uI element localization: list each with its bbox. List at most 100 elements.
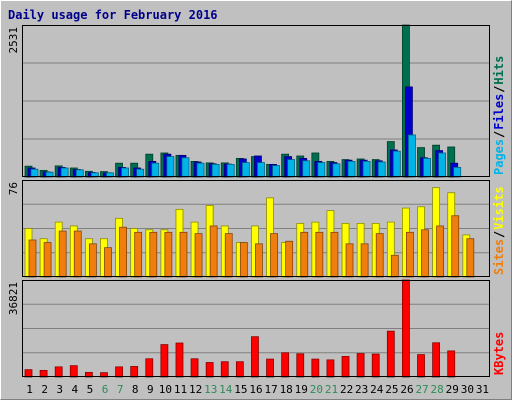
legend-visits: Visits [492, 186, 506, 229]
bar-kbytes-day-18 [281, 352, 290, 378]
bar-sites-day-16 [255, 243, 263, 278]
x-tick-label-day-21: 21 [325, 383, 338, 396]
x-tick-label-day-10: 10 [159, 383, 172, 396]
panel-hits-files-pages-ymax-label: 2531 [7, 27, 20, 54]
bar-pages-day-19 [302, 160, 311, 178]
panel-visits-sites-ymax-label: 76 [7, 182, 20, 195]
bar-pages-day-11 [181, 157, 190, 178]
bar-kbytes-day-14 [220, 361, 229, 378]
x-tick-label-day-27: 27 [415, 383, 428, 396]
bar-kbytes-day-8 [130, 366, 139, 378]
x-tick-label-day-28: 28 [431, 383, 444, 396]
bar-kbytes-day-29 [447, 350, 456, 378]
bar-kbytes-day-28 [432, 342, 441, 378]
bar-kbytes-day-13 [205, 362, 214, 378]
bar-pages-day-24 [377, 161, 386, 178]
x-tick-label-day-16: 16 [249, 383, 262, 396]
panel-visits-sites-border [22, 180, 490, 277]
bar-pages-day-13 [211, 163, 220, 178]
bar-pages-day-16 [257, 162, 265, 178]
bar-pages-day-22 [347, 160, 356, 178]
bar-kbytes-day-4 [69, 365, 78, 378]
x-tick-label-day-13: 13 [204, 383, 217, 396]
panel-kbytes-ymax-label: 36821 [7, 282, 20, 315]
bar-sites-day-3 [58, 230, 67, 278]
bar-pages-day-8 [136, 168, 145, 178]
bar-kbytes-day-3 [54, 366, 63, 378]
x-tick-label-day-24: 24 [370, 383, 384, 396]
bar-pages-day-27 [423, 157, 431, 178]
bar-kbytes-day-21 [326, 359, 335, 378]
bar-sites-day-5 [88, 243, 97, 278]
bar-pages-day-12 [196, 162, 205, 178]
bar-sites-day-19 [300, 231, 309, 278]
x-tick-label-day-26: 26 [400, 383, 413, 396]
bar-sites-day-15 [239, 242, 248, 278]
bar-kbytes-day-25 [386, 330, 395, 378]
bar-kbytes-day-10 [160, 344, 169, 378]
bar-pages-day-26 [408, 134, 416, 178]
bar-kbytes-day-12 [190, 358, 199, 378]
bar-pages-day-29 [453, 166, 462, 178]
x-tick-label-day-31: 31 [476, 383, 489, 396]
bar-pages-day-9 [151, 162, 160, 178]
x-tick-label-day-30: 30 [461, 383, 474, 396]
bar-kbytes-day-20 [311, 358, 320, 378]
legend-separator: / [492, 131, 506, 138]
bar-kbytes-day-19 [296, 353, 305, 378]
bar-sites-day-23 [360, 243, 369, 278]
bar-kbytes-day-11 [175, 342, 184, 378]
bar-pages-day-18 [287, 159, 296, 178]
bar-pages-day-14 [226, 163, 235, 178]
bar-sites-day-20 [315, 231, 324, 278]
bar-sites-day-1 [28, 239, 37, 278]
panel-kbytes-border [22, 280, 490, 377]
bar-kbytes-day-26 [402, 279, 410, 378]
bar-sites-day-8 [134, 231, 143, 278]
legend-sites: Sites [492, 239, 506, 275]
bar-sites-day-30 [466, 238, 475, 278]
bar-sites-day-24 [375, 233, 384, 278]
bar-sites-day-10 [164, 231, 173, 278]
bar-kbytes-day-17 [266, 358, 274, 378]
bar-sites-day-7 [119, 226, 127, 278]
bar-sites-day-14 [224, 233, 233, 278]
legend-files: Files [492, 94, 506, 130]
bar-sites-day-29 [451, 215, 460, 278]
panel-hits-files-pages-border [22, 25, 490, 177]
bar-kbytes-day-24 [371, 353, 380, 378]
bar-kbytes-day-7 [115, 366, 123, 378]
x-tick-label-day-11: 11 [174, 383, 187, 396]
x-tick-label-day-23: 23 [355, 383, 368, 396]
bar-pages-day-23 [362, 160, 371, 178]
x-tick-label-day-14: 14 [219, 383, 233, 396]
legend-separator: / [492, 86, 506, 93]
x-tick-label-day-22: 22 [340, 383, 353, 396]
chart-title: Daily usage for February 2016 [8, 8, 218, 22]
bar-sites-day-9 [149, 231, 158, 278]
bar-sites-day-17 [270, 233, 278, 278]
bar-pages-day-4 [75, 169, 84, 178]
x-tick-label-day-20: 20 [310, 383, 323, 396]
bar-kbytes-day-15 [235, 361, 244, 378]
bar-pages-day-1 [30, 168, 39, 178]
bar-kbytes-day-1 [24, 369, 33, 378]
bar-sites-day-2 [43, 242, 52, 278]
x-tick-label-day-4: 4 [72, 383, 79, 396]
bar-pages-day-10 [166, 156, 175, 178]
bar-pages-day-3 [60, 167, 69, 178]
x-tick-label-day-12: 12 [189, 383, 202, 396]
bar-pages-day-17 [272, 165, 280, 178]
x-tick-label-day-8: 8 [132, 383, 139, 396]
bar-sites-day-27 [421, 229, 429, 278]
x-tick-label-day-6: 6 [102, 383, 109, 396]
bar-sites-day-26 [406, 231, 414, 278]
bar-pages-day-7 [121, 167, 129, 178]
bar-kbytes-day-27 [417, 354, 425, 378]
bar-sites-day-21 [330, 231, 339, 278]
x-tick-label-day-15: 15 [234, 383, 247, 396]
x-tick-label-day-18: 18 [280, 383, 293, 396]
bar-sites-day-6 [104, 247, 112, 278]
bar-sites-day-28 [436, 225, 445, 278]
